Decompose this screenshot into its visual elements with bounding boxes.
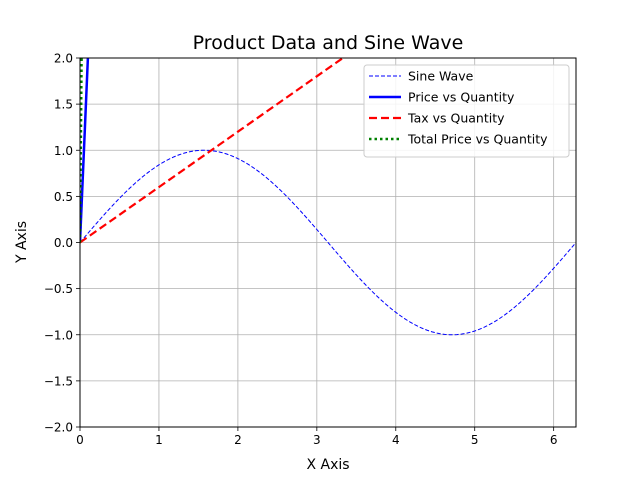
- x-tick-label: 5: [471, 433, 479, 447]
- x-tick-label: 6: [550, 433, 558, 447]
- y-tick-label: −0.5: [44, 282, 73, 296]
- x-tick-label: 1: [155, 433, 163, 447]
- legend-box: [363, 64, 570, 158]
- y-tick-label: 0.0: [54, 236, 73, 250]
- y-tick-label: −1.0: [44, 328, 73, 342]
- legend-entry-2: Tax vs Quantity: [407, 111, 505, 126]
- y-tick-label: 1.5: [54, 98, 73, 112]
- chart-title: Product Data and Sine Wave: [193, 32, 464, 54]
- series-line-3: [80, 58, 83, 243]
- x-axis-label: X Axis: [306, 457, 349, 473]
- y-tick-label: 0.5: [54, 190, 73, 204]
- y-tick-label: 2.0: [54, 52, 73, 66]
- series-line-0: [80, 149, 576, 336]
- y-tick-label: −1.5: [44, 374, 73, 388]
- x-tick-label: 3: [313, 433, 321, 447]
- ticks: 0 1 2 3 4 5 6 −2.0 −1.5 −1.0 −0.5 0.0 0.5 1.0 1.5 2.0: [44, 52, 558, 448]
- x-tick-label: 0: [76, 433, 84, 447]
- legend-entry-1: Price vs Quantity: [408, 90, 515, 105]
- series-group: [80, 58, 576, 336]
- legend: Sine Wave Price vs Quantity Tax vs Quantit…: [363, 64, 570, 158]
- y-tick-label: −2.0: [44, 421, 73, 435]
- y-axis-label: Y Axis: [14, 221, 30, 264]
- legend-entry-3: Total Price vs Quantity: [407, 132, 548, 147]
- series-line-1: [80, 58, 90, 243]
- y-tick-label: 1.0: [54, 144, 73, 158]
- legend-entry-0: Sine Wave: [408, 69, 474, 84]
- x-tick-label: 4: [392, 433, 400, 447]
- x-tick-label: 2: [234, 433, 242, 447]
